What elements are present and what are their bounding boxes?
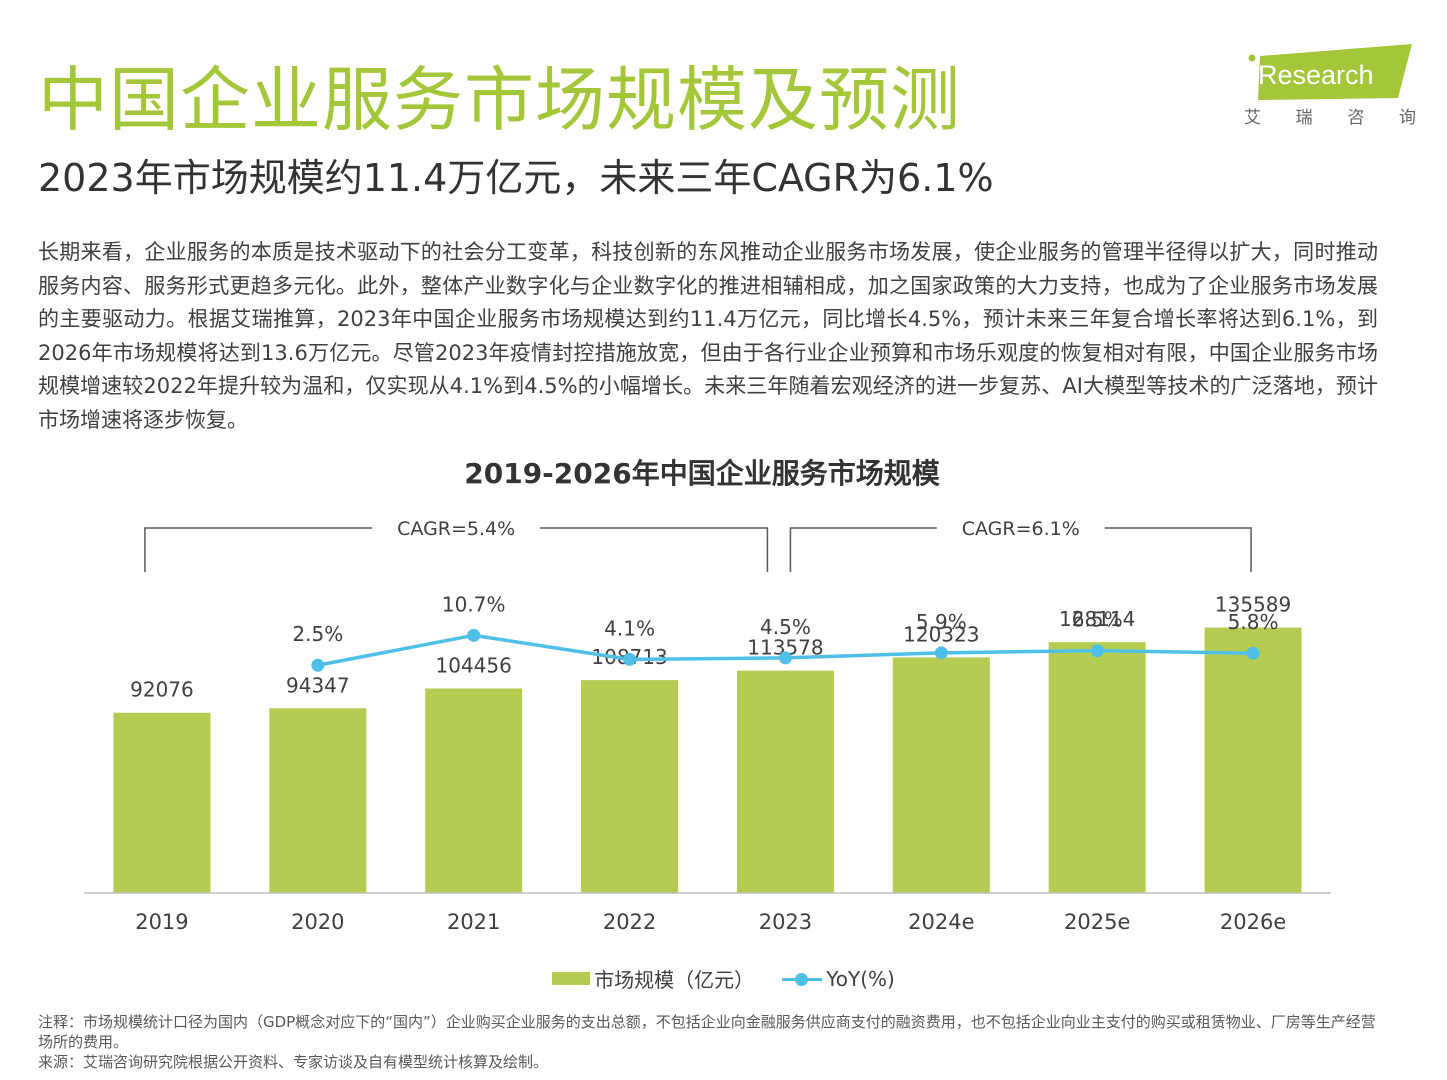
legend-line-swatch: [782, 972, 823, 986]
cagr-bracket-left: [144, 527, 373, 572]
chart-title: 2019-2026年中国企业服务市场规模: [464, 457, 940, 490]
yoy-point: [623, 652, 637, 666]
bar: [269, 708, 367, 893]
x-tick-label: 2026e: [1220, 910, 1286, 934]
summary-paragraph: 长期来看，企业服务的本质是技术驱动下的社会分工变革，科技创新的东风推动企业服务市…: [38, 240, 1378, 432]
yoy-label: 5.9%: [916, 610, 967, 634]
cagr-label: CAGR=6.1%: [962, 518, 1080, 540]
bar-value-label: 128114: [1059, 607, 1135, 631]
yoy-point: [311, 658, 325, 672]
x-tick-label: 2022: [603, 910, 656, 934]
cagr-bracket-right: [540, 527, 769, 572]
cagr-label: CAGR=5.4%: [397, 518, 515, 540]
logo-text: iResearch: [1252, 60, 1374, 90]
yoy-label: 6.5%: [1072, 608, 1123, 632]
yoy-point: [1090, 644, 1104, 658]
cagr-bracket-left: [789, 527, 937, 572]
yoy-point: [467, 628, 481, 642]
yoy-label: 4.5%: [760, 615, 811, 639]
yoy-label: 5.8%: [1228, 610, 1279, 634]
bar: [736, 670, 834, 893]
bar: [892, 657, 990, 893]
footnote-source: 来源：艾瑞咨询研究院根据公开资料、专家访谈及自有模型统计核算及绘制。: [38, 1053, 549, 1071]
legend-line-label: YoY(%): [826, 966, 895, 991]
page-title: 中国企业服务市场规模及预测: [38, 59, 961, 141]
yoy-label: 4.1%: [604, 616, 655, 640]
bar-value-label: 135589: [1215, 593, 1291, 617]
logo-dot: [1248, 54, 1256, 62]
yoy-point: [778, 651, 792, 665]
x-tick-label: 2019: [135, 910, 188, 934]
legend-bar-swatch: [552, 972, 591, 985]
logo-chinese-name: 艾 瑞 咨 询: [1244, 103, 1416, 128]
chart-legend: 市场规模（亿元） YoY(%): [0, 964, 1447, 993]
logo-char: 询: [1398, 108, 1416, 128]
bar: [113, 712, 211, 893]
legend-item-line: YoY(%): [782, 967, 895, 991]
yoy-label: 10.7%: [442, 592, 506, 616]
bar-value-label: 94347: [286, 673, 350, 697]
x-tick-label: 2023: [759, 910, 812, 934]
logo-char: 瑞: [1295, 108, 1313, 128]
legend-item-bar: 市场规模（亿元）: [552, 964, 754, 993]
legend-bar-label: 市场规模（亿元）: [594, 968, 755, 992]
page-subtitle: 2023年市场规模约11.4万亿元，未来三年CAGR为6.1%: [38, 156, 994, 200]
yoy-label: 2.5%: [292, 622, 343, 646]
cagr-bracket-right: [1104, 527, 1252, 572]
bar: [581, 680, 679, 893]
bar: [1204, 627, 1302, 893]
logo-char: 艾: [1244, 108, 1261, 128]
x-tick-label: 2025e: [1064, 910, 1130, 934]
bar-value-label: 120323: [903, 622, 979, 646]
bar-value-label: 104456: [436, 653, 512, 677]
bar-value-label: 92076: [130, 678, 194, 702]
footnote-note: 注释：市场规模统计口径为国内（GDP概念对应下的“国内”）企业购买企业服务的支出…: [38, 1013, 1376, 1051]
logo-banner: [1258, 44, 1412, 100]
logo-char: 咨: [1347, 108, 1365, 128]
yoy-point: [934, 646, 948, 660]
bar: [425, 688, 523, 893]
bar: [1048, 642, 1146, 893]
x-tick-label: 2021: [447, 910, 500, 934]
x-tick-label: 2024e: [908, 910, 974, 934]
yoy-point: [1246, 646, 1260, 660]
x-tick-label: 2020: [291, 910, 344, 934]
iresearch-logo: iResearch: [1248, 44, 1412, 100]
